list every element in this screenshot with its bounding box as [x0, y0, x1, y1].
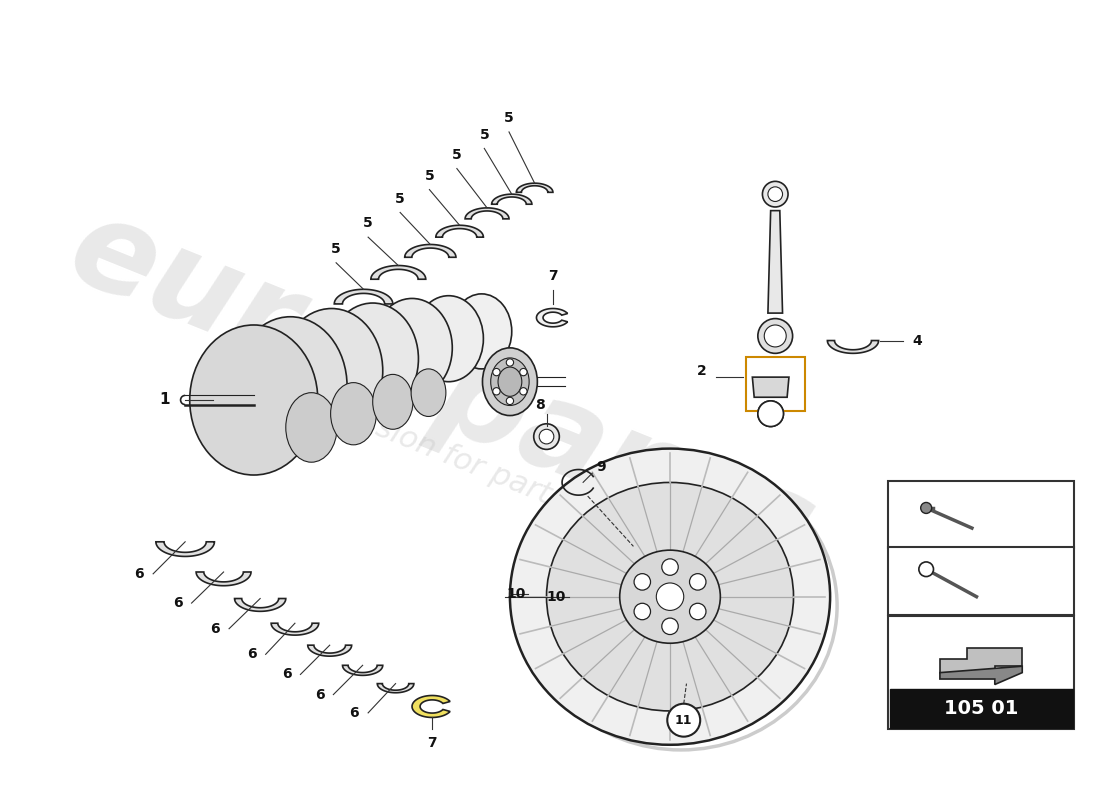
- Circle shape: [921, 502, 932, 514]
- Ellipse shape: [189, 325, 318, 475]
- Text: 9: 9: [596, 460, 606, 474]
- Ellipse shape: [280, 309, 383, 433]
- Polygon shape: [537, 309, 568, 327]
- Circle shape: [758, 401, 783, 426]
- Circle shape: [758, 401, 783, 426]
- Circle shape: [668, 704, 701, 737]
- Polygon shape: [516, 183, 553, 192]
- Text: 6: 6: [315, 687, 324, 702]
- Circle shape: [662, 559, 679, 575]
- Ellipse shape: [758, 318, 793, 354]
- Ellipse shape: [286, 393, 337, 462]
- Ellipse shape: [491, 358, 529, 406]
- Ellipse shape: [498, 367, 521, 396]
- Ellipse shape: [619, 550, 720, 643]
- Circle shape: [506, 398, 514, 405]
- Ellipse shape: [451, 294, 512, 369]
- Ellipse shape: [327, 303, 418, 414]
- Ellipse shape: [764, 325, 786, 347]
- Ellipse shape: [411, 369, 446, 417]
- Text: 6: 6: [210, 622, 220, 636]
- Circle shape: [690, 603, 706, 620]
- Text: 10: 10: [507, 587, 526, 601]
- Polygon shape: [271, 623, 319, 635]
- Text: 5: 5: [363, 217, 373, 230]
- Polygon shape: [334, 290, 393, 304]
- Text: 5: 5: [452, 148, 462, 162]
- Text: 6: 6: [350, 706, 360, 720]
- Text: 3: 3: [901, 574, 911, 588]
- Polygon shape: [768, 210, 782, 313]
- Polygon shape: [342, 666, 383, 675]
- Polygon shape: [196, 572, 251, 586]
- Ellipse shape: [331, 382, 376, 445]
- Ellipse shape: [233, 317, 348, 456]
- Text: 7: 7: [548, 270, 558, 283]
- Text: 5: 5: [480, 128, 490, 142]
- Text: 105 01: 105 01: [944, 699, 1019, 718]
- Ellipse shape: [414, 296, 483, 382]
- Ellipse shape: [768, 187, 782, 202]
- Text: 6: 6: [248, 647, 256, 662]
- Text: 6: 6: [134, 567, 144, 581]
- Text: eurospares: eurospares: [53, 186, 830, 595]
- Ellipse shape: [483, 348, 538, 415]
- Polygon shape: [371, 266, 426, 279]
- Polygon shape: [465, 208, 509, 219]
- Circle shape: [634, 574, 650, 590]
- Ellipse shape: [372, 298, 452, 398]
- Circle shape: [539, 430, 553, 444]
- Text: 4: 4: [912, 334, 922, 347]
- Circle shape: [657, 583, 684, 610]
- Text: 5: 5: [425, 169, 435, 183]
- Text: a passion for parts since 1985: a passion for parts since 1985: [295, 382, 734, 582]
- FancyBboxPatch shape: [890, 689, 1072, 727]
- Circle shape: [534, 424, 559, 450]
- Ellipse shape: [762, 182, 788, 207]
- Polygon shape: [436, 226, 483, 237]
- Polygon shape: [412, 695, 450, 718]
- Polygon shape: [156, 542, 214, 557]
- Circle shape: [690, 574, 706, 590]
- Text: 5: 5: [331, 242, 341, 256]
- Polygon shape: [939, 648, 1022, 677]
- FancyBboxPatch shape: [888, 481, 1075, 548]
- FancyBboxPatch shape: [888, 547, 1075, 615]
- Text: 6: 6: [173, 596, 183, 610]
- Polygon shape: [234, 598, 286, 611]
- Text: 10: 10: [546, 590, 565, 604]
- Ellipse shape: [547, 482, 793, 711]
- Circle shape: [634, 603, 650, 620]
- Polygon shape: [492, 194, 532, 204]
- Text: 8: 8: [536, 398, 544, 411]
- Circle shape: [493, 388, 500, 395]
- Text: 2: 2: [697, 364, 707, 378]
- Circle shape: [493, 369, 500, 376]
- Polygon shape: [939, 666, 1022, 685]
- Text: 5: 5: [395, 192, 405, 206]
- Text: 1: 1: [160, 393, 170, 407]
- Circle shape: [506, 359, 514, 366]
- Polygon shape: [752, 377, 789, 398]
- Polygon shape: [827, 341, 879, 354]
- Circle shape: [918, 562, 934, 577]
- Text: 11: 11: [675, 714, 693, 726]
- Polygon shape: [308, 645, 352, 656]
- Text: 3: 3: [767, 407, 775, 420]
- Ellipse shape: [373, 374, 412, 430]
- Polygon shape: [405, 245, 455, 258]
- Ellipse shape: [510, 449, 830, 745]
- Text: 6: 6: [282, 667, 292, 682]
- Circle shape: [662, 618, 679, 634]
- FancyBboxPatch shape: [888, 616, 1075, 730]
- Text: 7: 7: [427, 736, 437, 750]
- Polygon shape: [377, 684, 414, 693]
- Circle shape: [519, 388, 527, 395]
- Text: 5: 5: [504, 111, 514, 126]
- Text: 11: 11: [896, 507, 916, 522]
- Circle shape: [519, 369, 527, 376]
